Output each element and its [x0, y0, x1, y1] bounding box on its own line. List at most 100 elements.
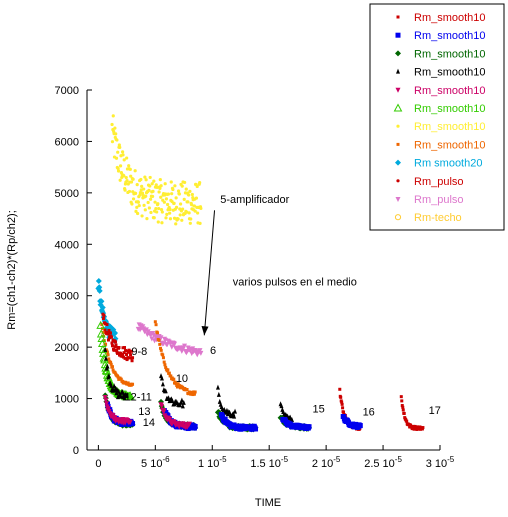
data-point: [158, 335, 164, 341]
data-point: [135, 182, 139, 187]
legend-marker: [395, 197, 401, 202]
y-tick-label: 4000: [55, 239, 79, 251]
legend-label: Rm_smooth10: [414, 103, 486, 115]
data-point: [155, 185, 159, 190]
annotation-label: 15: [312, 403, 324, 415]
data-point: [159, 375, 164, 381]
series-points: [110, 114, 203, 226]
data-point: [96, 320, 106, 329]
data-point: [125, 391, 135, 400]
series-layer: [95, 114, 425, 433]
data-point: [160, 221, 164, 225]
data-point: [174, 382, 178, 386]
legend-label: Rm_pulso: [414, 176, 464, 188]
legend-marker: [396, 142, 400, 146]
legend-label: Rm_smooth10: [414, 121, 486, 133]
data-point: [185, 387, 189, 391]
data-point: [192, 392, 196, 396]
data-point: [126, 381, 130, 385]
data-point: [340, 402, 344, 406]
series-points: [101, 312, 135, 363]
legend-marker: [396, 15, 400, 19]
data-point: [125, 156, 129, 160]
legend-marker: [395, 50, 401, 57]
data-point: [116, 166, 120, 171]
data-point: [108, 331, 112, 335]
legend-item: Rm_smooth10: [396, 121, 486, 133]
data-point: [130, 202, 134, 206]
data-point: [122, 355, 126, 359]
data-point: [187, 392, 191, 396]
data-point: [190, 192, 194, 197]
data-point: [127, 164, 131, 168]
data-point: [99, 304, 106, 311]
data-point: [154, 206, 158, 211]
y-tick-label: 6000: [55, 136, 79, 148]
data-point: [401, 405, 405, 409]
data-point: [143, 208, 147, 212]
data-point: [130, 421, 136, 427]
series-points: [215, 384, 238, 419]
x-tick-label: 5 10-6: [141, 455, 170, 470]
data-point: [127, 419, 133, 425]
x-axis-title: TIME: [255, 497, 281, 509]
legend-marker: [393, 103, 403, 112]
data-point: [159, 403, 165, 409]
legend-label: Rm_smooth10: [414, 139, 486, 151]
data-point: [142, 203, 146, 207]
data-point: [118, 164, 123, 168]
data-point: [110, 140, 115, 144]
legend-item: Rm_smooth10: [396, 67, 486, 79]
data-point: [102, 313, 106, 317]
data-point: [189, 217, 193, 221]
data-point: [114, 390, 119, 396]
data-point: [399, 395, 403, 399]
series-points: [280, 416, 312, 431]
data-point: [124, 349, 128, 353]
data-point: [109, 335, 113, 339]
data-point: [109, 382, 114, 388]
data-point: [198, 221, 202, 225]
data-point: [176, 189, 181, 193]
data-point: [196, 211, 200, 215]
data-point: [233, 408, 238, 414]
series-points: [153, 320, 197, 397]
data-point: [148, 175, 152, 180]
data-point: [102, 366, 112, 375]
data-point: [96, 287, 103, 294]
y-tick-label: 7000: [55, 85, 79, 97]
data-point: [186, 421, 192, 427]
data-point: [183, 180, 187, 185]
series-points: [159, 373, 186, 409]
data-point: [180, 403, 185, 409]
data-point: [123, 356, 127, 360]
data-point: [164, 197, 168, 201]
data-point: [215, 384, 220, 390]
data-point: [136, 211, 140, 216]
data-point: [188, 221, 192, 225]
data-point: [154, 183, 158, 187]
data-point: [143, 175, 147, 179]
data-point: [118, 353, 122, 357]
data-point: [115, 138, 119, 142]
annotation-label: varios pulsos en el medio: [233, 276, 357, 288]
data-point: [181, 399, 186, 405]
legend: Rm_smooth10 Rm_smooth10 Rm_smooth10 Rm_smoo…: [369, 3, 505, 231]
annotation-label: 5-amplificador: [220, 194, 289, 206]
annotation-label: 16: [363, 407, 375, 419]
data-point: [181, 207, 185, 211]
legend-marker: [396, 68, 400, 74]
data-point: [174, 196, 178, 200]
data-point: [167, 371, 171, 375]
legend-item: Rm_smooth10: [393, 103, 486, 115]
data-point: [120, 388, 125, 394]
legend-item: Rm_smooth10: [396, 139, 486, 151]
data-point: [161, 356, 165, 360]
annotation-label: 9-8: [131, 346, 147, 358]
annotations: 5-amplificador varios pulsos en el medio 9…: [125, 194, 441, 429]
data-point: [165, 212, 169, 216]
data-point: [126, 356, 130, 360]
data-point: [136, 200, 141, 204]
data-point: [110, 365, 114, 369]
data-point: [156, 331, 160, 335]
